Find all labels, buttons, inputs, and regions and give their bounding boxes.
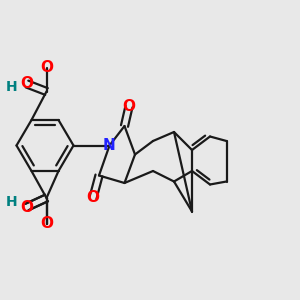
Text: O: O — [86, 190, 100, 206]
Text: H: H — [6, 80, 17, 94]
Text: O: O — [20, 76, 34, 92]
Text: O: O — [40, 216, 53, 231]
Text: H: H — [6, 196, 17, 209]
Text: O: O — [20, 200, 34, 214]
Text: O: O — [122, 99, 136, 114]
Text: O: O — [40, 60, 53, 75]
Text: N: N — [103, 138, 116, 153]
